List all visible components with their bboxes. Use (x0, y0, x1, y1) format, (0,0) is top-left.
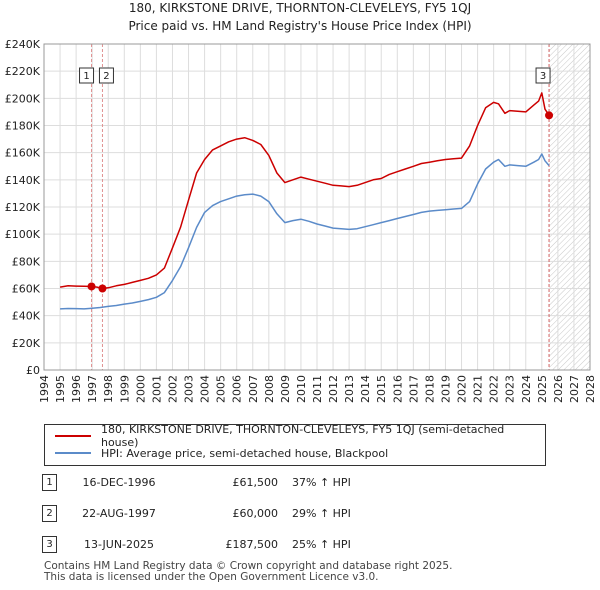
grid (43, 43, 591, 371)
footer-licence: This data is licensed under the Open Gov… (44, 571, 379, 583)
x-tick-label: 2026 (552, 375, 565, 403)
y-tick-label: £60K (12, 283, 41, 296)
sale-marker-labels: 1 2 3 (79, 67, 551, 84)
x-axis: 1994 1995 1996 1997 1998 1999 2000 2001 2002 2003… (38, 375, 597, 403)
x-tick-label: 1996 (70, 375, 83, 403)
x-tick-label: 2021 (472, 375, 485, 403)
x-tick-label: 1999 (118, 375, 131, 403)
sale-date: 16-DEC-1996 (82, 476, 156, 489)
legend-item-hpi: HPI: Average price, semi-detached house,… (55, 445, 388, 461)
legend-property-label: 180, KIRKSTONE DRIVE, THORNTON-CLEVELEYS… (100, 423, 505, 449)
x-tick-label: 2025 (536, 375, 549, 403)
x-tick-label: 2006 (231, 375, 244, 403)
x-tick-label: 1997 (86, 375, 99, 403)
y-tick-label: £140K (5, 174, 41, 187)
sale-points (87, 111, 554, 293)
x-tick-label: 2007 (247, 375, 260, 403)
hpi-line-swatch (55, 452, 91, 454)
sale-marker-label: 2 (98, 67, 114, 84)
x-tick-label: 2000 (134, 375, 147, 403)
sale-marker-label: 3 (535, 67, 551, 84)
y-tick-label: £160K (5, 147, 41, 160)
x-tick-label: 2011 (311, 375, 324, 403)
sale-price: £60,000 (232, 507, 279, 520)
x-tick-label: 1995 (54, 375, 67, 403)
x-tick-label: 2020 (456, 375, 469, 403)
footer: Contains HM Land Registry data © Crown c… (44, 561, 452, 583)
x-tick-label: 2019 (439, 375, 452, 403)
sale-marker-lines (91, 44, 550, 370)
sale-point (545, 111, 554, 120)
x-tick-label: 1998 (102, 375, 115, 403)
sale-marker-box (79, 67, 95, 84)
x-tick-label: 2009 (279, 375, 292, 403)
sale-marker-number: 2 (103, 71, 109, 82)
y-tick-label: £180K (5, 120, 41, 133)
chart-subtitle: Price paid vs. HM Land Registry's House … (128, 19, 471, 33)
sale-hpi-diff: 29% ↑ HPI (292, 507, 351, 520)
y-axis: £0 £20K £40K £60K £80K £100K £120K £140K £160K £1… (5, 38, 41, 377)
x-tick-label: 2028 (584, 375, 597, 403)
sale-marker-box (535, 67, 551, 84)
plot-frame (43, 43, 591, 371)
property-price-line (59, 92, 550, 290)
property-line-swatch (55, 435, 91, 437)
x-tick-label: 2017 (407, 375, 420, 403)
footer-copyright: Contains HM Land Registry data © Crown c… (44, 560, 453, 572)
sale-hpi-diff: 37% ↑ HPI (292, 476, 351, 489)
sale-marker-label: 1 (79, 67, 95, 84)
legend: 180, KIRKSTONE DRIVE, THORNTON-CLEVELEYS… (44, 423, 546, 466)
sale-date: 13-JUN-2025 (83, 538, 155, 551)
sale-price: £61,500 (232, 476, 279, 489)
y-tick-label: £220K (5, 65, 41, 78)
x-tick-label: 2001 (150, 375, 163, 403)
sale-marker-number: 3 (540, 71, 546, 82)
legend-hpi-label: HPI: Average price, semi-detached house,… (101, 446, 389, 460)
hpi-line (60, 153, 550, 310)
sale-number-badge: 1 (42, 474, 57, 491)
x-tick-label: 2027 (568, 375, 581, 403)
x-tick-label: 2008 (263, 375, 276, 403)
chart: 180, KIRKSTONE DRIVE, THORNTON-CLEVELEYS… (5, 1, 597, 403)
x-tick-label: 2005 (215, 375, 228, 403)
sale-price: £187,500 (225, 538, 279, 551)
x-tick-label: 2015 (375, 375, 388, 403)
x-tick-label: 2004 (199, 375, 212, 403)
x-tick-label: 2018 (423, 375, 436, 403)
x-tick-label: 2024 (520, 375, 533, 403)
y-tick-label: £20K (12, 337, 41, 350)
y-tick-label: £240K (5, 38, 41, 51)
sale-point (87, 282, 96, 291)
x-tick-label: 2016 (391, 375, 404, 403)
y-tick-label: £40K (12, 310, 41, 323)
sale-hpi-diff: 25% ↑ HPI (292, 538, 351, 551)
sale-number-badge: 3 (42, 536, 57, 553)
y-tick-label: £80K (12, 255, 41, 268)
x-tick-label: 2013 (343, 375, 356, 403)
x-tick-label: 2022 (488, 375, 501, 403)
x-tick-label: 2012 (327, 375, 340, 403)
x-tick-label: 2010 (295, 375, 308, 403)
y-tick-label: £0 (26, 364, 40, 377)
sale-point (98, 284, 107, 293)
sale-date: 22-AUG-1997 (82, 507, 156, 520)
x-tick-label: 2002 (166, 375, 179, 403)
y-tick-label: £120K (5, 201, 41, 214)
x-tick-label: 1994 (38, 375, 51, 403)
x-tick-label: 2023 (504, 375, 517, 403)
x-tick-label: 2014 (359, 375, 372, 403)
legend-item-property: 180, KIRKSTONE DRIVE, THORNTON-CLEVELEYS… (55, 423, 545, 449)
y-tick-label: £200K (5, 92, 41, 105)
chart-title: 180, KIRKSTONE DRIVE, THORNTON-CLEVELEYS… (129, 1, 471, 15)
x-tick-label: 2003 (183, 375, 196, 403)
sale-marker-box (98, 67, 114, 84)
y-tick-label: £100K (5, 228, 41, 241)
sale-marker-number: 1 (83, 71, 89, 82)
sale-number-badge: 2 (42, 505, 57, 522)
series-lines (59, 92, 550, 310)
